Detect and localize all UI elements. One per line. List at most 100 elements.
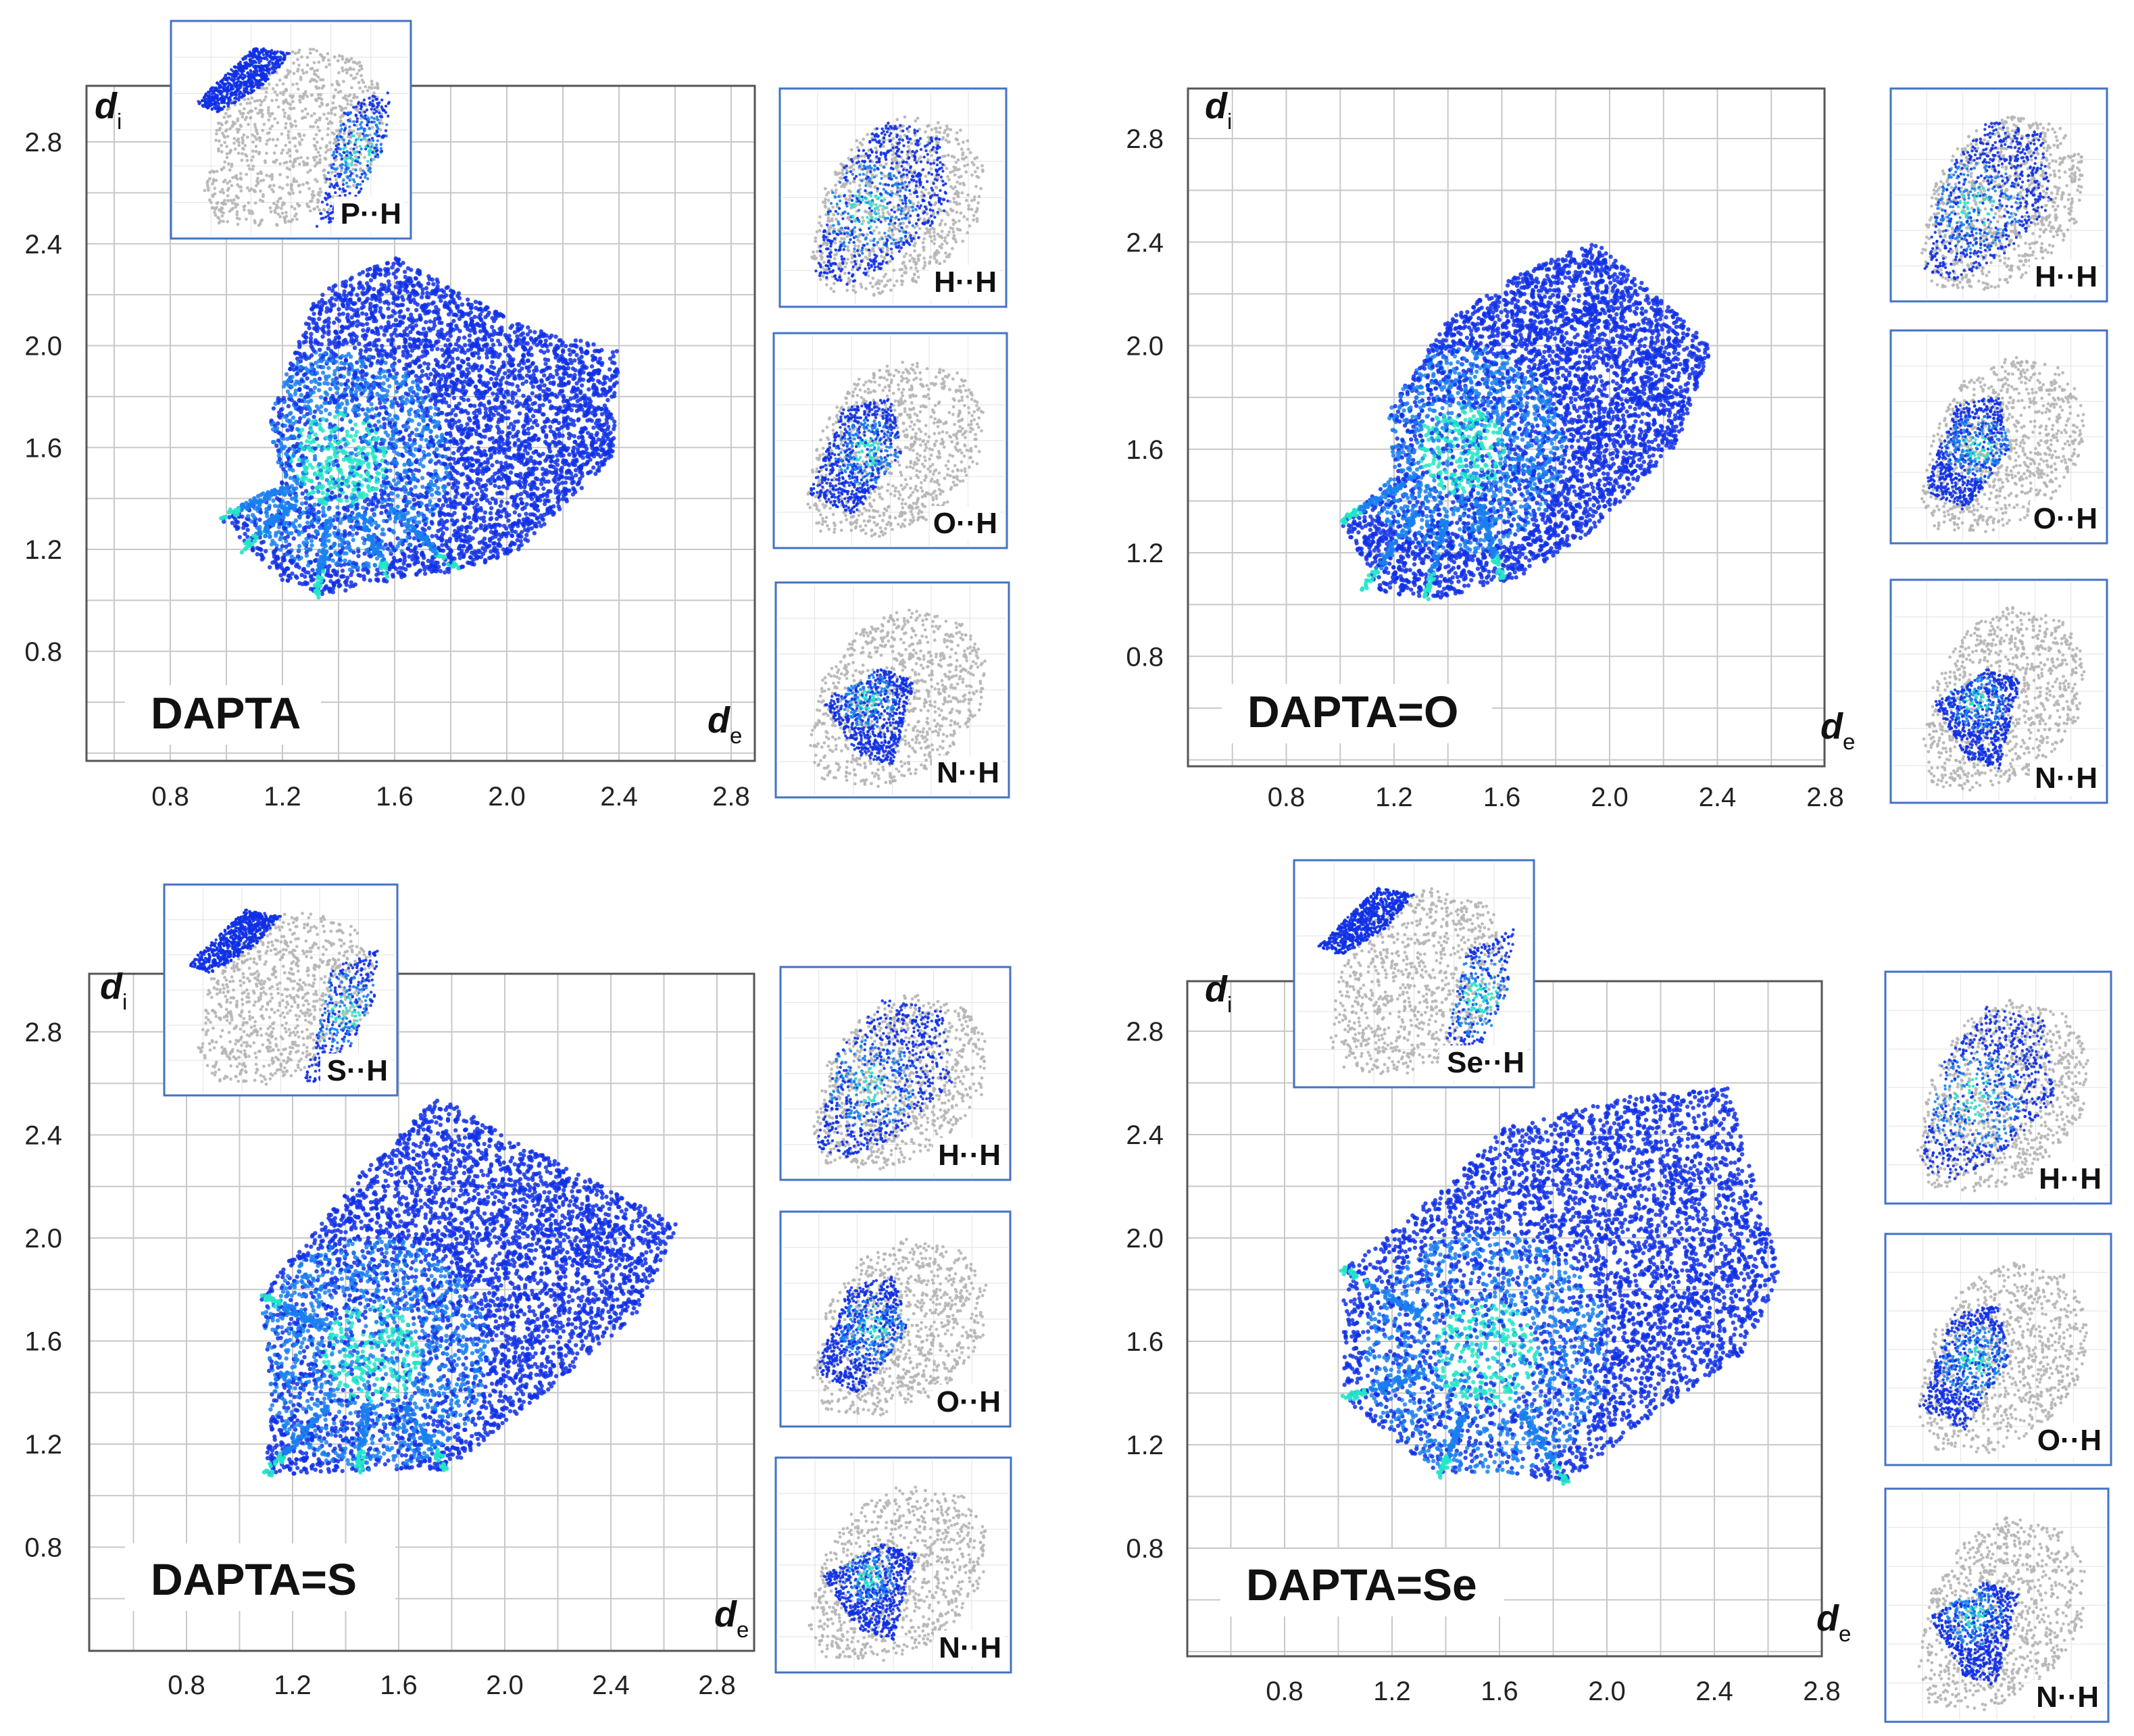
x-axis-label-sub: e: [730, 723, 742, 748]
y-tick-label: 2.4: [1126, 1120, 1164, 1150]
x-tick-label: 2.4: [592, 1670, 630, 1700]
inset-o-h: O··H: [1891, 330, 2107, 543]
y-tick-label: 2.4: [24, 230, 62, 259]
chart-dapta-o: 0.8 1.2 1.6 2.0 2.4 2.80.81.21.62.02.42.8dedi…: [1126, 86, 2107, 812]
x-axis-label-sub: e: [1843, 729, 1855, 754]
inset-h-h: H··H: [780, 967, 1010, 1180]
fingerprint-points: [1340, 243, 1710, 601]
y-tick-label: 2.0: [24, 332, 62, 362]
y-tick-label: 1.6: [24, 433, 62, 463]
x-axis-label-main: d: [714, 1594, 737, 1635]
inset-label: N··H: [2035, 762, 2098, 795]
inset-se-h-top: Se··H: [1294, 860, 1534, 1087]
x-tick-label: 0.8: [151, 782, 189, 812]
x-tick-label: 1.6: [376, 782, 414, 812]
chart-title: DAPTA: [151, 688, 301, 738]
y-tick-label: 0.8: [1126, 1534, 1164, 1564]
inset-o-h: O··H: [780, 1212, 1010, 1427]
inset-label: O··H: [2037, 1424, 2102, 1457]
inset-label: N··H: [937, 756, 999, 789]
y-tick-label: 2.8: [24, 1018, 62, 1047]
x-axis-label: de: [1820, 706, 1855, 754]
x-tick-label: 2.8: [712, 782, 750, 812]
x-axis-label-main: d: [1820, 706, 1843, 747]
y-tick-label: 1.2: [1126, 1431, 1164, 1460]
x-axis-label-main: d: [1816, 1598, 1839, 1639]
inset-label: O··H: [2033, 502, 2098, 535]
inset-p-h-top: P··H: [171, 21, 411, 239]
y-axis-label-main: d: [95, 86, 118, 126]
chart-dapta-se: 0.8 1.2 1.6 2.0 2.4 2.80.81.21.62.02.42.8dedi…: [1126, 860, 2111, 1722]
y-tick-label: 2.0: [24, 1224, 62, 1254]
y-tick-label: 0.8: [24, 637, 62, 667]
y-tick-label: 0.8: [24, 1533, 62, 1563]
y-axis-label-main: d: [1205, 86, 1228, 126]
y-tick-label: 1.2: [24, 1430, 62, 1460]
y-axis-label: di: [1205, 86, 1232, 134]
inset-o-h: O··H: [774, 333, 1007, 548]
inset-label: H··H: [2039, 1162, 2102, 1195]
inset-s-h-top: S··H: [164, 885, 397, 1095]
chart-title: DAPTA=O: [1247, 687, 1458, 737]
y-tick-label: 2.4: [24, 1121, 62, 1151]
inset-label: H··H: [2035, 260, 2098, 293]
x-tick-label: 0.8: [1268, 783, 1306, 812]
inset-label: O··H: [937, 1385, 1001, 1418]
fingerprint-figure: 0.8 1.2 1.6 2.0 2.4 2.80.81.21.62.02.42.8dedi…: [0, 0, 2134, 1736]
inset-n-h: N··H: [776, 1458, 1011, 1672]
y-tick-label: 1.6: [1126, 435, 1164, 465]
y-axis-label-main: d: [1205, 969, 1228, 1010]
inset-h-h: H··H: [780, 89, 1006, 307]
chart-title: DAPTA=S: [151, 1554, 357, 1604]
x-tick-label: 1.2: [274, 1670, 312, 1700]
inset-o-h: O··H: [1885, 1234, 2111, 1465]
inset-h-h: H··H: [1885, 972, 2111, 1204]
inset-n-h: N··H: [1891, 580, 2107, 803]
x-axis-label-main: d: [708, 700, 730, 741]
x-tick-label: 1.6: [1481, 1677, 1518, 1706]
x-tick-label: 1.2: [1375, 783, 1413, 812]
inset-n-h: N··H: [776, 582, 1009, 797]
x-tick-label: 1.2: [1373, 1677, 1411, 1706]
y-tick-label: 2.8: [1126, 1017, 1164, 1047]
inset-label: S··H: [327, 1054, 388, 1087]
x-tick-label: 2.8: [698, 1670, 736, 1700]
x-tick-label: 2.0: [1591, 783, 1629, 812]
y-axis-label-sub: i: [122, 989, 127, 1014]
x-tick-label: 2.4: [1699, 783, 1737, 812]
inset-label: O··H: [933, 507, 997, 540]
y-tick-label: 1.6: [1126, 1327, 1164, 1357]
x-tick-label: 2.0: [488, 782, 526, 812]
x-tick-label: 2.0: [486, 1670, 524, 1700]
y-tick-label: 1.2: [1126, 539, 1164, 568]
x-tick-label: 1.2: [264, 782, 301, 812]
y-tick-label: 1.6: [24, 1327, 62, 1357]
x-tick-label: 2.8: [1806, 783, 1844, 812]
x-tick-label: 0.8: [168, 1670, 205, 1700]
inset-label: P··H: [341, 197, 401, 230]
y-tick-label: 1.2: [24, 535, 62, 565]
y-tick-label: 2.0: [1126, 332, 1164, 362]
y-tick-label: 2.8: [24, 128, 62, 157]
chart-dapta-s: 0.8 1.2 1.6 2.0 2.4 2.80.81.21.62.02.42.8dedi…: [24, 885, 1011, 1700]
y-axis-label-main: d: [100, 966, 123, 1007]
inset-label: H··H: [934, 266, 997, 299]
inset-label: H··H: [938, 1139, 1001, 1172]
x-tick-label: 1.6: [1483, 783, 1521, 812]
y-axis-label: di: [95, 86, 122, 134]
y-tick-label: 2.0: [1126, 1224, 1164, 1254]
fingerprint-points: [259, 1099, 678, 1478]
x-tick-label: 2.0: [1588, 1677, 1626, 1706]
inset-label: N··H: [939, 1631, 1001, 1664]
x-tick-label: 2.4: [1695, 1677, 1733, 1706]
y-tick-label: 0.8: [1126, 642, 1164, 672]
y-axis-label-sub: i: [117, 109, 122, 134]
x-tick-label: 2.8: [1803, 1677, 1841, 1706]
x-axis-label-sub: e: [737, 1617, 749, 1642]
x-tick-label: 1.6: [380, 1670, 418, 1700]
x-tick-label: 2.4: [600, 782, 638, 812]
x-axis-label: de: [708, 700, 742, 748]
inset-label: Se··H: [1447, 1046, 1524, 1079]
x-axis-label: de: [714, 1594, 749, 1642]
x-tick-label: 0.8: [1266, 1677, 1304, 1706]
